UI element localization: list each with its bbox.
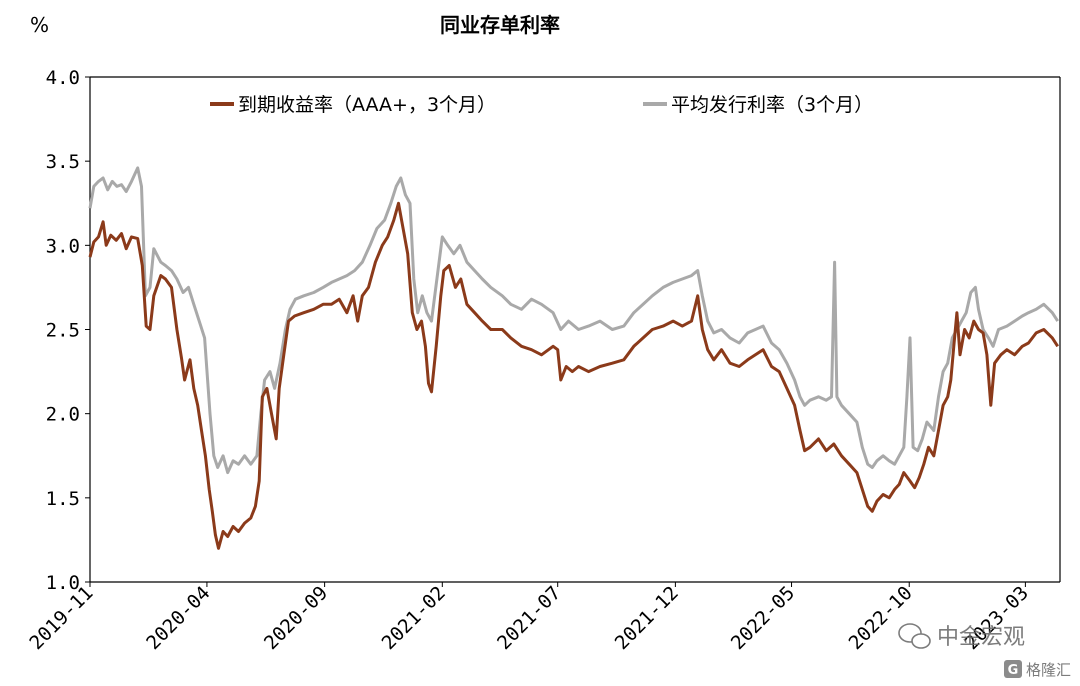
x-tick-label: 2022-10 xyxy=(845,582,917,654)
watermark-site-text: 格隆汇 xyxy=(1026,661,1071,679)
x-tick-label: 2021-07 xyxy=(493,582,565,654)
chart-title: 同业存单利率 xyxy=(440,13,560,37)
legend: 到期收益率（AAA+，3个月） 平均发行利率（3个月） xyxy=(210,94,873,116)
y-tick-label: 3.0 xyxy=(46,235,80,257)
x-tick-label: 2021-12 xyxy=(611,582,683,654)
plot-area xyxy=(89,76,1061,583)
series-lines xyxy=(88,166,1059,550)
watermark-brand-text: 中金宏观 xyxy=(937,625,1025,650)
y-axis-unit: % xyxy=(30,13,49,37)
x-tick-label: 2020-04 xyxy=(142,582,214,654)
y-tick-label: 1.0 xyxy=(46,572,80,594)
y-tick-label: 3.5 xyxy=(46,151,80,173)
y-tick-label: 4.0 xyxy=(46,67,80,89)
x-tick-label: 2022-05 xyxy=(727,582,799,654)
x-tick-label: 2021-02 xyxy=(378,582,450,654)
x-ticks: 2019-11 2020-04 2020-09 2021-02 2021-07 2021-… xyxy=(25,582,1033,654)
site-logo-badge: G xyxy=(1008,663,1019,678)
y-tick-label: 1.5 xyxy=(46,488,80,510)
y-tick-label: 2.5 xyxy=(46,320,80,342)
watermark-brand: 中金宏观 xyxy=(898,623,1025,650)
legend-label-ytm: 到期收益率（AAA+，3个月） xyxy=(238,94,496,116)
y-tick-label: 2.0 xyxy=(46,404,80,426)
legend-label-issue-rate: 平均发行利率（3个月） xyxy=(671,94,873,116)
watermark-site: G 格隆汇 xyxy=(1004,660,1071,679)
series-line-ytm xyxy=(88,201,1059,550)
site-logo-icon xyxy=(1004,660,1022,678)
y-ticks: 1.0 1.5 2.0 2.5 3.0 3.5 4.0 xyxy=(46,67,90,594)
wechat-icon xyxy=(898,623,931,649)
series-line-issue-rate xyxy=(88,166,1059,475)
x-tick-label: 2020-09 xyxy=(260,582,332,654)
